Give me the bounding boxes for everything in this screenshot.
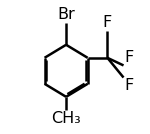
Text: CH₃: CH₃ — [51, 111, 81, 126]
Text: F: F — [124, 50, 134, 65]
Text: Br: Br — [57, 7, 75, 22]
Text: F: F — [124, 78, 134, 93]
Text: F: F — [103, 15, 112, 30]
